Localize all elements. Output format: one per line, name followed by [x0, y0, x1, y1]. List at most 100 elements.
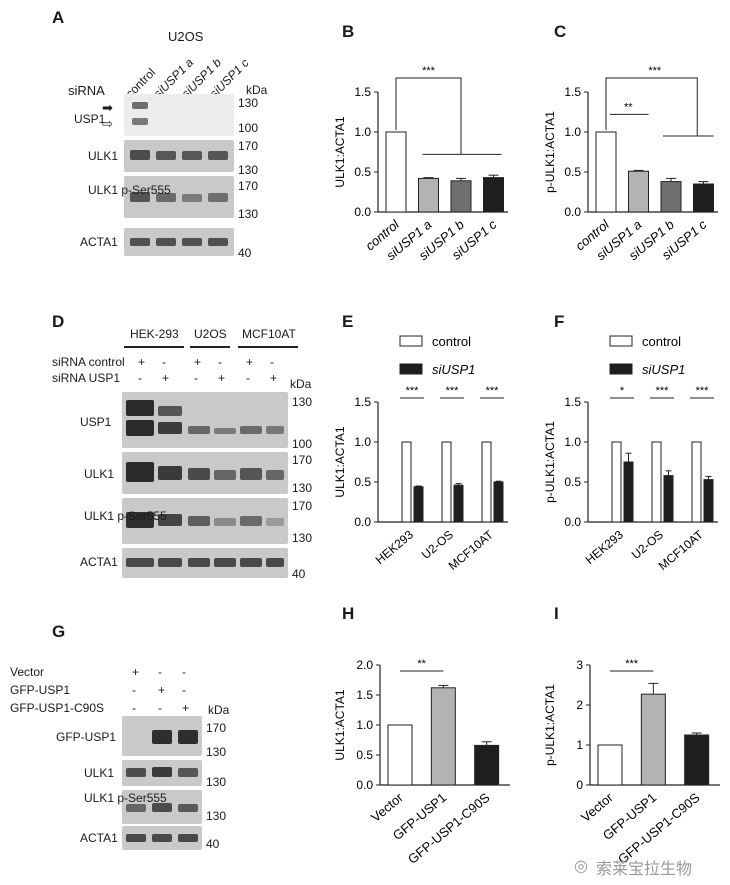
- y-tick-label: 0.0: [564, 205, 581, 219]
- bar: [413, 486, 424, 523]
- y-tick-label: 0.5: [354, 165, 371, 179]
- category-label: Vector: [368, 789, 406, 825]
- sirna-header: siRNA: [68, 83, 105, 98]
- cell-line-label: HEK-293: [130, 327, 179, 341]
- blot-acta1: [122, 548, 288, 578]
- marker: 40: [238, 246, 252, 260]
- marker: 170: [238, 179, 259, 193]
- y-tick-label: 3: [576, 658, 583, 672]
- legend-label: control: [432, 334, 471, 349]
- row-label: ULK1 p-Ser555: [88, 183, 171, 197]
- bar: [441, 441, 452, 523]
- sign: -: [162, 355, 166, 369]
- significance-marker: ***: [656, 385, 670, 397]
- sign: -: [182, 665, 186, 679]
- treatment-label: siRNA control: [52, 355, 125, 369]
- blot-ulk1: [124, 140, 234, 172]
- y-axis-label: ULK1:ACTA1: [333, 689, 347, 760]
- bar: [483, 177, 504, 213]
- chart-i: 0123p-ULK1:ACTA1VectorGFP-USP1GFP-USP1-C…: [543, 658, 720, 867]
- blot-pulk1: [122, 498, 288, 544]
- blot-ulk1: [122, 760, 202, 786]
- y-tick-label: 0.5: [356, 748, 373, 762]
- panel-label-e: E: [342, 312, 354, 331]
- sign: -: [182, 683, 186, 697]
- marker: 100: [238, 121, 259, 135]
- y-tick-label: 0.0: [356, 778, 373, 792]
- significance-marker: ***: [422, 65, 436, 77]
- y-tick-label: 0.5: [564, 165, 581, 179]
- treatment-label: GFP-USP1-C90S: [10, 701, 105, 715]
- y-tick-label: 0.5: [354, 475, 371, 489]
- legend-swatch: [399, 363, 423, 375]
- row-label: GFP-USP1: [56, 730, 117, 744]
- cell-line-label: MCF10AT: [242, 327, 296, 341]
- chart-e: 0.0 0.5 1.0 1.5 ULK1:ACTA1 control siUSP1 *** HE…: [333, 334, 508, 573]
- arrow-open-icon: ⇨: [102, 116, 113, 131]
- bar: [595, 131, 617, 213]
- y-tick-label: 1.0: [354, 125, 371, 139]
- legend-swatch: [609, 335, 633, 347]
- legend-label: siUSP1: [642, 362, 685, 377]
- marker: 40: [292, 567, 306, 581]
- row-label: ACTA1: [80, 235, 118, 249]
- blot-acta1: [122, 826, 202, 850]
- y-tick-label: 1.0: [564, 435, 581, 449]
- bar: [453, 484, 464, 523]
- sign: +: [138, 355, 146, 369]
- marker: 130: [206, 809, 227, 823]
- legend-label: siUSP1: [432, 362, 475, 377]
- sign: -: [270, 355, 274, 369]
- bar: [401, 441, 412, 523]
- kda-label: kDa: [208, 703, 230, 717]
- blot-pulk1: [124, 176, 234, 218]
- y-tick-label: 0.0: [354, 205, 371, 219]
- bar: [474, 744, 500, 786]
- y-axis-label: p-ULK1:ACTA1: [543, 111, 557, 193]
- sign: +: [270, 371, 278, 385]
- bar: [691, 441, 702, 523]
- category-label: Vector: [578, 789, 616, 825]
- significance-marker: **: [417, 658, 426, 670]
- marker: 170: [206, 721, 227, 735]
- sign: -: [132, 683, 136, 697]
- bar: [611, 441, 622, 523]
- panel-label-i: I: [554, 604, 559, 623]
- marker: 130: [292, 531, 313, 545]
- marker: 130: [292, 481, 313, 495]
- marker: 130: [292, 395, 313, 409]
- category-label: MCF10AT: [446, 527, 497, 573]
- significance-bracket: [395, 77, 462, 155]
- bar: [693, 183, 714, 213]
- legend-label: control: [642, 334, 681, 349]
- blot-acta1: [124, 228, 234, 256]
- y-tick-label: 1: [576, 738, 583, 752]
- category-label: U2-OS: [629, 528, 666, 562]
- bar: [660, 181, 682, 213]
- treatment-label: GFP-USP1: [10, 683, 71, 697]
- blot-pulk1: [122, 790, 202, 824]
- treatment-label: siRNA USP1: [52, 371, 121, 385]
- arrow-filled-icon: ➡: [102, 100, 113, 115]
- y-axis-label: p-ULK1:ACTA1: [543, 421, 557, 503]
- row-label: USP1: [74, 112, 106, 126]
- marker: 130: [206, 775, 227, 789]
- significance-marker: ***: [406, 385, 420, 397]
- panel-label-g: G: [52, 622, 66, 641]
- cell-line-label: U2OS: [168, 29, 204, 44]
- marker: 130: [238, 207, 259, 221]
- y-tick-label: 1.5: [356, 688, 373, 702]
- chart-h: 0.00.51.01.52.0ULK1:ACTA1VectorGFP-USP1G…: [333, 658, 510, 867]
- significance-marker: ***: [446, 385, 460, 397]
- cell-line-label: U2OS: [194, 327, 227, 341]
- y-axis-label: ULK1:ACTA1: [333, 426, 347, 497]
- marker: 40: [206, 837, 220, 851]
- marker: 170: [292, 453, 313, 467]
- panel-label-b: B: [342, 22, 355, 41]
- kda-label: kDa: [290, 377, 312, 391]
- y-tick-label: 1.5: [564, 395, 581, 409]
- legend-swatch: [399, 335, 423, 347]
- watermark-text: 索莱宝拉生物: [596, 859, 693, 878]
